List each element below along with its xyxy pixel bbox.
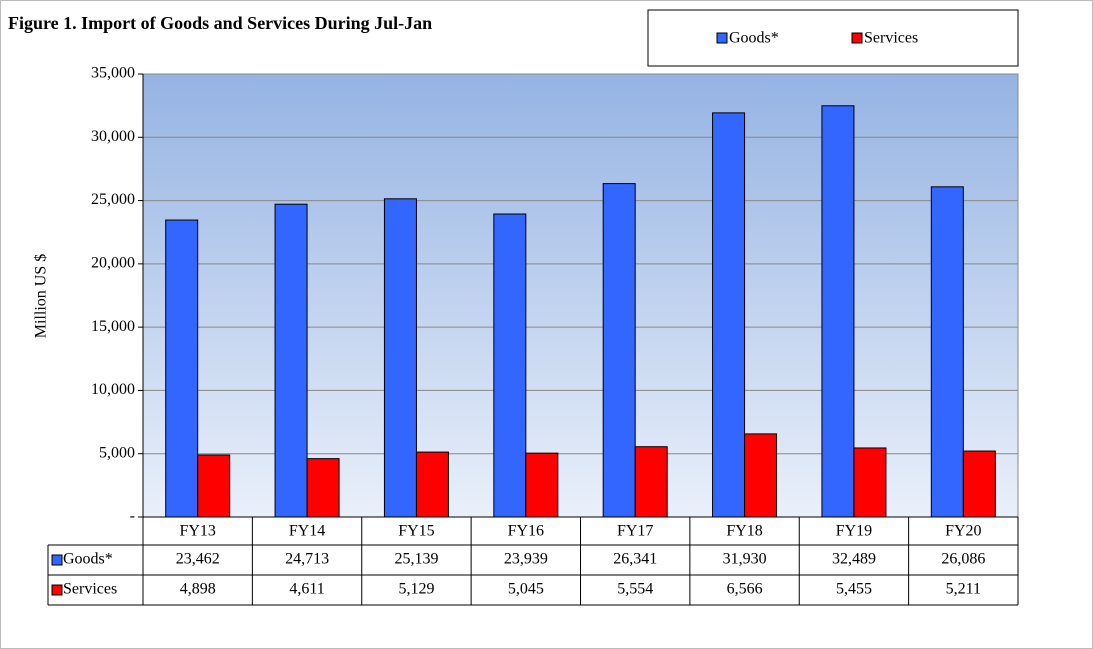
table-value: 4,898 xyxy=(180,581,216,598)
table-row-label: Services xyxy=(63,581,117,598)
legend-label: Goods* xyxy=(729,30,779,47)
table-value: 24,713 xyxy=(285,551,329,568)
bar xyxy=(306,458,340,518)
table-value: 26,341 xyxy=(613,551,657,568)
bar xyxy=(634,446,668,518)
table-value: 23,462 xyxy=(176,551,220,568)
bar xyxy=(930,186,964,518)
x-tick-label: FY14 xyxy=(289,523,325,540)
table-value: 25,139 xyxy=(394,551,438,568)
table-legend-key xyxy=(51,584,63,596)
bar xyxy=(962,450,996,518)
bar xyxy=(415,451,449,518)
bar xyxy=(493,213,527,518)
x-tick-label: FY15 xyxy=(398,523,434,540)
x-tick-label: FY19 xyxy=(836,523,872,540)
table-value: 26,086 xyxy=(941,551,985,568)
table-value: 4,611 xyxy=(289,581,324,598)
y-tick-label: - xyxy=(130,508,135,525)
y-tick-label: 20,000 xyxy=(91,255,135,272)
bar xyxy=(744,433,778,518)
table-value: 23,939 xyxy=(504,551,548,568)
bar xyxy=(274,203,308,518)
bar xyxy=(525,452,559,518)
bar xyxy=(383,198,417,518)
y-tick-label: 5,000 xyxy=(99,444,135,461)
table-value: 5,129 xyxy=(398,581,434,598)
table-row-label: Goods* xyxy=(63,551,113,568)
x-tick-label: FY16 xyxy=(508,523,544,540)
x-tick-label: FY20 xyxy=(945,523,981,540)
y-tick-label: 30,000 xyxy=(91,128,135,145)
table-value: 32,489 xyxy=(832,551,876,568)
table-value: 6,566 xyxy=(727,581,763,598)
table-value: 5,455 xyxy=(836,581,872,598)
table-value: 5,211 xyxy=(946,581,981,598)
bar xyxy=(197,454,231,518)
y-tick-label: 15,000 xyxy=(91,318,135,335)
legend-label: Services xyxy=(864,30,918,47)
y-axis-label: Million US $ xyxy=(33,254,50,338)
bar xyxy=(821,105,855,518)
bar xyxy=(853,447,887,518)
x-tick-label: FY13 xyxy=(179,523,215,540)
chart-title: Figure 1. Import of Goods and Services D… xyxy=(8,13,432,33)
table-value: 31,930 xyxy=(723,551,767,568)
plot-area xyxy=(142,73,1019,518)
bar xyxy=(602,183,636,518)
bar xyxy=(712,112,746,518)
x-tick-label: FY17 xyxy=(617,523,653,540)
table-value: 5,554 xyxy=(617,581,653,598)
legend-key xyxy=(851,32,863,44)
legend-key xyxy=(716,32,728,44)
x-tick-label: FY18 xyxy=(726,523,762,540)
table-value: 5,045 xyxy=(508,581,544,598)
table-legend-key xyxy=(51,554,63,566)
bar xyxy=(165,219,199,518)
y-tick-label: 25,000 xyxy=(91,191,135,208)
legend-box xyxy=(647,9,1019,67)
y-tick-label: 35,000 xyxy=(91,65,135,82)
y-tick-label: 10,000 xyxy=(91,381,135,398)
